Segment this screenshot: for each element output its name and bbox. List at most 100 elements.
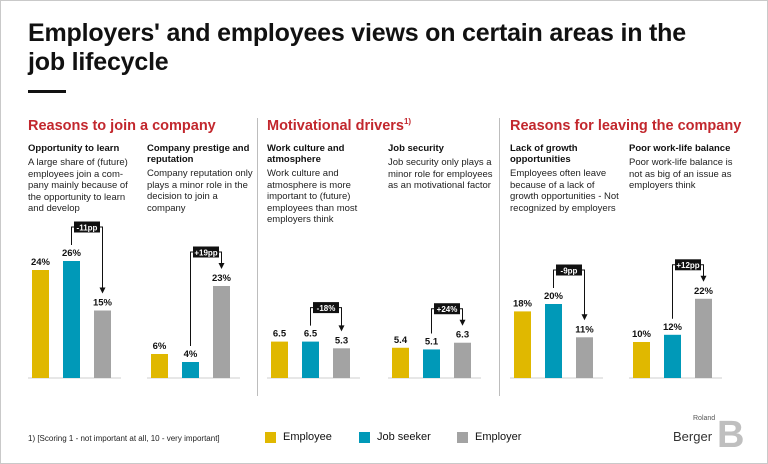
delta-arrow — [338, 325, 345, 332]
bar-employer — [576, 337, 593, 378]
chart-svg: 5.4 5.1 6.3 +24% — [388, 303, 481, 379]
bar-job-seeker — [423, 349, 440, 378]
section-title-leaving: Reasons for leaving the company — [510, 118, 741, 134]
chart-prestige: 6% 4% 23% +19pp — [147, 241, 255, 381]
bar-employer — [695, 298, 712, 378]
bar-value-label: 24% — [31, 257, 51, 268]
legend-employer: Employer — [457, 431, 521, 443]
chart-opportunity: 24% 26% 15% -11pp — [28, 221, 148, 381]
bar-value-label: 15% — [93, 298, 113, 309]
bar-employee — [514, 311, 531, 378]
bar-value-label: 22% — [694, 286, 714, 297]
sub-heading: Poor work-life balance — [629, 143, 731, 154]
delta-arrow — [99, 287, 106, 294]
sub-description: Company reputation only plays a minor ro… — [147, 168, 253, 214]
delta-badge — [434, 303, 460, 315]
sub-heading: Opportunity to learn — [28, 143, 120, 154]
delta-badge — [313, 302, 339, 314]
bar-employer — [454, 342, 471, 378]
legend-label: Job seeker — [377, 431, 431, 443]
legend-employee: Employee — [265, 431, 332, 443]
sub-description: A large share of (future) employees join… — [28, 157, 128, 214]
legend-label: Employer — [475, 431, 522, 443]
delta-arrow — [459, 319, 466, 326]
bar-value-label: 5.4 — [394, 335, 408, 346]
section-title-join-text: Reasons to join a company — [28, 118, 216, 134]
legend-job-seeker: Job seeker — [359, 431, 431, 443]
delta-label: +24% — [437, 305, 458, 314]
logo-roland-text: Roland — [693, 415, 716, 422]
page-title: Employers' and employees views on certai… — [28, 19, 686, 76]
chart-svg: 24% 26% 15% -11pp — [28, 221, 121, 379]
legend-swatch — [457, 431, 468, 443]
bar-employee — [151, 354, 168, 378]
chart-job-security: 5.4 5.1 6.3 +24% — [388, 241, 498, 381]
chart-svg: 18% 20% 11% -9pp — [510, 264, 603, 379]
sub-description: Poor work-life balance is not as big of … — [629, 157, 733, 191]
delta-badge — [193, 246, 219, 258]
delta-label: -11pp — [77, 223, 98, 232]
bar-value-label: 5.3 — [335, 335, 348, 346]
delta-label: -9pp — [561, 266, 578, 275]
bar-employee — [32, 270, 49, 378]
bar-value-label: 6% — [153, 341, 167, 352]
chart-growth: 18% 20% 11% -9pp — [510, 241, 622, 381]
bar-employee — [271, 341, 288, 378]
sub-heading: Job security — [388, 143, 444, 154]
sub-heading: Lack of growth opportunities — [510, 143, 578, 165]
bar-value-label: 20% — [544, 291, 564, 302]
sub-description: Work culture and atmosphere is more impo… — [267, 168, 358, 225]
bar-employee — [392, 347, 409, 378]
bar-employee — [633, 342, 650, 378]
bar-value-label: 11% — [575, 324, 594, 335]
bar-value-label: 6.5 — [304, 329, 318, 340]
bar-employer — [94, 310, 111, 378]
chart-worklife: 10% 12% 22% +12pp — [629, 241, 741, 381]
section-title-motivation-text: Motivational drivers — [267, 118, 404, 134]
section-divider — [499, 118, 500, 396]
bar-job-seeker — [63, 261, 80, 378]
footnote: 1) [Scoring 1 - not important at all, 10… — [28, 434, 220, 443]
bar-value-label: 4% — [184, 349, 198, 360]
delta-label: -18% — [317, 304, 336, 313]
bar-value-label: 23% — [212, 273, 232, 284]
sub-heading: Company prestige and reputation — [147, 143, 250, 165]
delta-badge — [556, 264, 582, 276]
delta-badge — [74, 221, 100, 233]
delta-arrow — [218, 263, 225, 269]
chart-work-culture: 6.5 6.5 5.3 -18% — [267, 241, 377, 381]
section-title-leaving-text: Reasons for leaving the company — [510, 118, 742, 134]
bar-value-label: 12% — [663, 322, 683, 333]
bar-value-label: 6.5 — [273, 329, 287, 340]
bar-value-label: 18% — [513, 298, 533, 309]
bar-job-seeker — [182, 362, 199, 378]
delta-label: +19pp — [194, 248, 217, 257]
bar-value-label: 10% — [632, 329, 652, 340]
bar-job-seeker — [302, 341, 319, 378]
bar-value-label: 5.1 — [425, 336, 439, 347]
legend-label: Employee — [283, 431, 332, 443]
bar-value-label: 26% — [62, 248, 82, 259]
sub-description: Job security only plays a minor role for… — [388, 157, 493, 191]
chart-svg: 6% 4% 23% +19pp — [147, 246, 240, 379]
sub-heading: Work culture and atmosphere — [267, 143, 345, 165]
section-divider — [257, 118, 258, 396]
title-underline — [28, 90, 66, 93]
chart-svg: 10% 12% 22% +12pp — [629, 259, 722, 379]
bar-value-label: 6.3 — [456, 330, 469, 341]
delta-arrow — [700, 275, 707, 282]
sub-description: Employees often leave because of a lack … — [510, 168, 619, 214]
delta-arrow — [581, 314, 588, 321]
legend-swatch — [265, 431, 276, 443]
bar-job-seeker — [664, 334, 681, 378]
section-title-motivation: Motivational drivers1) — [267, 117, 412, 134]
bar-job-seeker — [545, 304, 562, 378]
bar-employer — [213, 286, 230, 378]
logo-berger-text: Berger — [673, 429, 713, 444]
legend-swatch — [359, 431, 370, 443]
delta-label: +12pp — [676, 261, 699, 270]
section-title-join: Reasons to join a company — [28, 118, 216, 134]
chart-svg: 6.5 6.5 5.3 -18% — [267, 302, 360, 379]
footnote-marker: 1) — [403, 117, 412, 126]
